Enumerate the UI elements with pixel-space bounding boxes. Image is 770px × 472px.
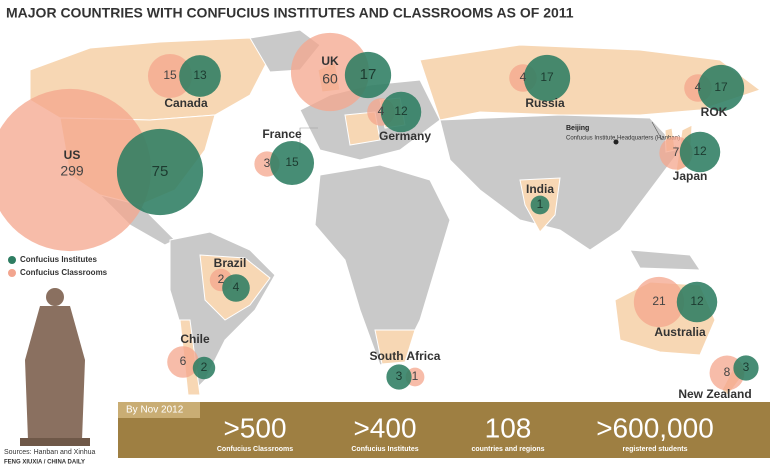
stats-heading: By Nov 2012: [126, 405, 184, 416]
country-label: Russia: [525, 96, 565, 110]
classroom-bubble: [0, 88, 152, 252]
classroom-count: 6: [180, 354, 187, 368]
title: MAJOR COUNTRIES WITH CONFUCIUS INSTITUTE…: [6, 5, 574, 21]
country-label: South Africa: [370, 349, 441, 363]
country-label: Chile: [180, 332, 210, 346]
institute-bubble: [679, 131, 721, 173]
classroom-count: 4: [695, 80, 702, 94]
stat-value: >400: [353, 412, 416, 443]
beijing-dot: [613, 139, 619, 145]
stat-value: 108: [485, 412, 532, 443]
classroom-count: 4: [520, 70, 527, 84]
country-label: New Zealand: [678, 387, 751, 401]
classroom-bubble: [167, 346, 199, 378]
institute-bubble: [676, 281, 718, 323]
institute-bubble: [380, 91, 422, 133]
south-africa-shape: [374, 329, 416, 365]
classroom-count: 8: [724, 365, 731, 379]
classroom-count: 21: [652, 294, 666, 308]
classroom-count: 2: [218, 272, 225, 286]
institute-bubble: [386, 364, 412, 390]
country-label: Brazil: [214, 256, 247, 270]
institute-count: 17: [540, 70, 554, 84]
country-label: Australia: [654, 325, 706, 339]
legend-label: Confucius Institutes: [20, 255, 97, 264]
beijing-label: Beijing: [566, 125, 589, 132]
classroom-count: 4: [378, 104, 385, 118]
institute-bubble: [344, 51, 392, 99]
classroom-count: 3: [264, 156, 271, 170]
stat-label: registered students: [623, 446, 688, 453]
country-label: India: [526, 182, 554, 196]
institute-count: 12: [693, 144, 707, 158]
classroom-bubble: [290, 32, 370, 112]
institute-count: 75: [152, 163, 169, 180]
institute-count: 17: [360, 66, 377, 83]
institute-bubble: [530, 195, 550, 215]
asia-shape: [439, 114, 681, 251]
classroom-count: 299: [60, 163, 84, 179]
classroom-bubble: [633, 276, 685, 328]
world-map: [29, 29, 762, 397]
leader-line: [651, 121, 663, 141]
indonesia-shape: [629, 249, 701, 271]
institute-count: 12: [394, 104, 408, 118]
institute-count: 17: [714, 80, 728, 94]
institute-bubble: [222, 274, 250, 302]
institute-count: 1: [537, 197, 544, 211]
legend-swatch: [8, 269, 16, 277]
country-label: Japan: [673, 169, 708, 183]
classroom-count: 7: [673, 145, 680, 159]
institute-count: 2: [201, 360, 208, 374]
stat-value: >500: [223, 412, 286, 443]
legend-label: Confucius Classrooms: [20, 268, 108, 277]
institute-bubble: [116, 128, 204, 216]
classroom-count: 60: [322, 71, 338, 87]
russia-shape: [419, 44, 762, 121]
country-label: US: [64, 148, 81, 162]
beijing-note: Confucius Institute Headquarters (Hanban…: [566, 136, 680, 142]
institute-count: 4: [233, 280, 240, 294]
sources: Sources: Hanban and Xinhua: [4, 449, 96, 456]
institute-count: 3: [743, 360, 750, 374]
stat-label: Confucius Institutes: [351, 446, 418, 453]
country-label: UK: [321, 54, 339, 68]
institute-count: 15: [285, 155, 299, 169]
institute-bubble: [697, 64, 745, 112]
country-label: Germany: [379, 129, 431, 143]
institute-count: 12: [690, 294, 704, 308]
country-label: Canada: [164, 96, 208, 110]
institute-bubble: [269, 140, 315, 186]
credit: FENG XIUXIA / CHINA DAILY: [4, 460, 85, 466]
stats-heading-bg: [118, 402, 200, 418]
institute-count: 3: [396, 369, 403, 383]
institute-bubble: [192, 356, 216, 380]
stat-label: Confucius Classrooms: [217, 446, 293, 453]
institute-count: 13: [193, 68, 207, 82]
statue: [20, 288, 90, 446]
legend-swatch: [8, 256, 16, 264]
stat-value: >600,000: [596, 412, 714, 443]
country-label: France: [262, 127, 302, 141]
country-label: ROK: [701, 105, 728, 119]
classroom-count: 15: [163, 68, 177, 82]
institute-bubble: [179, 55, 221, 97]
stat-label: countries and regions: [471, 446, 544, 453]
stats-bar: [118, 402, 770, 458]
institute-bubble: [733, 355, 759, 381]
classroom-count: 1: [412, 369, 419, 383]
institute-bubble: [523, 54, 571, 102]
classroom-bubble: [147, 53, 193, 99]
